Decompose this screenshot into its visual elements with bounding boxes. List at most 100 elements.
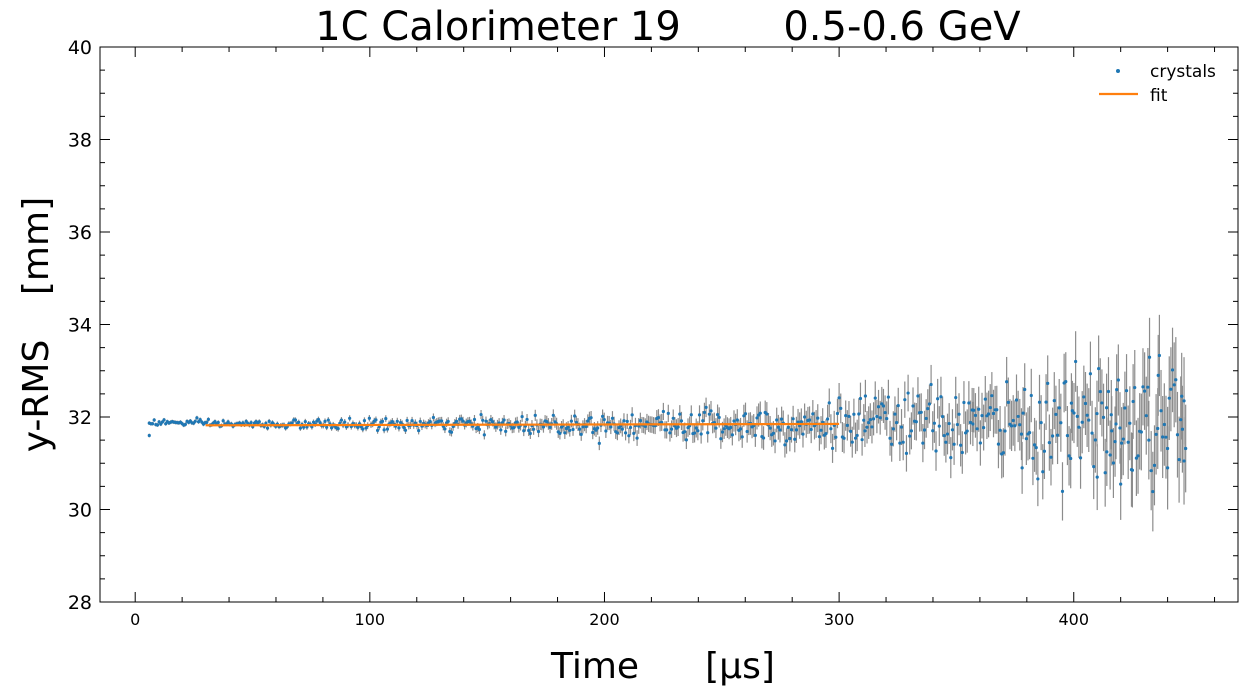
x-tick-label: 200 — [589, 610, 620, 629]
crystal-point — [684, 438, 688, 442]
crystal-point — [945, 432, 950, 436]
crystal-point — [1161, 435, 1165, 439]
crystal-point — [584, 425, 588, 429]
crystal-point — [594, 428, 598, 432]
crystal-point — [689, 413, 693, 417]
crystal-point — [395, 419, 399, 423]
x-tick-label: 0 — [130, 610, 140, 629]
chart-title-left: 1C Calorimeter 19 — [315, 4, 681, 50]
crystal-point — [1016, 414, 1020, 419]
crystal-point — [668, 431, 672, 435]
crystal-point — [374, 418, 378, 422]
crystal-point — [944, 440, 948, 444]
crystal-point — [213, 420, 217, 424]
crystal-point — [1088, 372, 1093, 376]
crystal-point — [461, 419, 465, 423]
crystal-point — [876, 405, 881, 409]
crystal-point — [1116, 378, 1120, 382]
crystal-point — [1180, 394, 1184, 398]
crystal-point — [602, 417, 606, 422]
crystal-point — [196, 420, 201, 424]
crystal-point — [384, 417, 388, 421]
crystal-point — [968, 420, 973, 425]
x-tick-label: 400 — [1058, 610, 1089, 629]
crystal-point — [934, 449, 938, 453]
crystal-point — [490, 420, 495, 424]
tick-labels: 0 100 200 300 400 28 30 32 34 36 38 40 — [68, 37, 1089, 629]
crystal-point — [850, 440, 854, 444]
crystal-point — [620, 427, 624, 431]
crystal-point — [502, 418, 506, 422]
crystal-point — [267, 419, 271, 423]
crystal-point — [551, 413, 555, 417]
crystal-point — [571, 427, 575, 432]
crystal-point — [807, 418, 812, 422]
crystal-point — [1113, 440, 1117, 444]
crystal-point — [965, 429, 969, 433]
crystal-point — [1097, 366, 1101, 371]
crystal-point — [990, 394, 994, 398]
crystal-point — [615, 431, 619, 435]
x-tick-label: 100 — [355, 610, 386, 629]
crystal-point — [671, 416, 675, 420]
crystal-point — [1085, 413, 1089, 417]
x-tick-label: 300 — [824, 610, 855, 629]
crystal-point — [1182, 399, 1186, 403]
crystal-point — [1162, 422, 1166, 427]
crystal-point — [367, 416, 371, 420]
crystal-point — [316, 417, 321, 422]
crystal-point — [1147, 355, 1152, 359]
crystal-point — [694, 426, 698, 430]
crystal-point — [977, 407, 981, 411]
crystal-point — [796, 420, 800, 424]
crystal-point — [1105, 406, 1109, 410]
crystal-point — [1166, 466, 1170, 470]
crystal-point — [730, 433, 734, 437]
crystal-point — [745, 429, 749, 434]
crystal-point — [541, 425, 546, 429]
crystal-point — [1057, 406, 1061, 410]
crystal-point — [1100, 401, 1104, 405]
crystal-point — [844, 414, 848, 418]
crystal-point — [1047, 441, 1051, 445]
crystal-point — [947, 421, 951, 426]
crystal-point — [155, 423, 160, 427]
crystal-point — [753, 433, 757, 437]
y-tick-label: 30 — [68, 500, 92, 522]
crystal-point — [835, 411, 840, 416]
crystal-point — [799, 420, 803, 424]
crystal-point — [824, 432, 828, 436]
crystal-point — [1021, 411, 1025, 415]
crystal-point — [982, 425, 986, 430]
crystal-point — [886, 395, 890, 399]
crystal-point — [1078, 456, 1083, 460]
crystal-point — [817, 435, 822, 439]
crystal-point — [669, 427, 674, 431]
crystal-point — [1003, 429, 1007, 433]
crystal-point — [758, 411, 762, 415]
crystal-point — [939, 395, 943, 399]
crystal-point — [1152, 463, 1157, 467]
crystal-point — [936, 397, 940, 401]
crystal-point — [717, 415, 721, 420]
x-axis-label: Time — [550, 646, 639, 687]
y-tick-label: 40 — [68, 37, 92, 59]
crystal-point — [834, 435, 838, 439]
crystal-point — [701, 419, 705, 423]
crystal-point — [890, 442, 894, 446]
crystal-point — [1042, 449, 1047, 453]
crystal-point — [520, 414, 524, 419]
crystal-point — [528, 431, 532, 436]
crystal-point — [919, 410, 923, 414]
crystal-point — [971, 422, 975, 426]
crystal-point — [443, 427, 447, 431]
crystal-point — [863, 394, 867, 398]
crystal-point — [533, 413, 537, 417]
crystal-point — [162, 418, 166, 422]
crystal-point — [517, 425, 521, 429]
crystal-point — [216, 420, 220, 425]
crystal-point — [431, 415, 436, 420]
crystal-point — [862, 418, 866, 422]
crystal-point — [1134, 456, 1139, 460]
crystal-point — [1170, 368, 1175, 372]
